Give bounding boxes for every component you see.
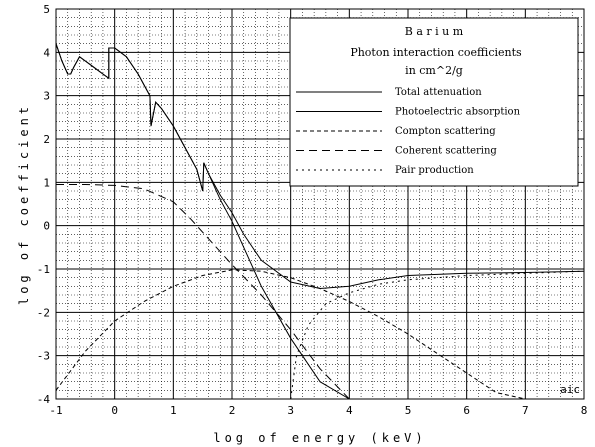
series-line-photoelectric-absorption (55, 43, 350, 400)
series-line-pair-production (290, 270, 585, 400)
y-tick-label: 3 (43, 90, 50, 103)
x-tick-label: 4 (346, 404, 353, 417)
x-tick-label: 1 (170, 404, 177, 417)
legend-entry-label: Compton scattering (395, 126, 496, 137)
legend-element: B a r i u m (405, 25, 464, 38)
x-tick-label: 5 (405, 404, 412, 417)
series-line-compton-scattering (55, 269, 526, 400)
legend-units: in cm^2/g (405, 64, 463, 77)
x-tick-labels: -1 0 1 2 3 4 5 6 7 8 (49, 404, 587, 417)
series-line-coherent-scattering (56, 184, 350, 400)
x-axis-title: log of energy (keV) (213, 431, 426, 445)
legend-entries: Total attenuation Photoelectric absorptio… (296, 87, 521, 176)
legend-box (289, 17, 579, 187)
corner-label: aic (560, 383, 580, 396)
y-tick-label: 5 (43, 3, 50, 16)
legend-heading: Photon interaction coefficients (350, 46, 522, 59)
x-tick-label: 6 (463, 404, 470, 417)
y-tick-label: 1 (43, 176, 50, 189)
y-tick-label: 4 (43, 46, 50, 59)
legend: B a r i u m Photon interaction coefficie… (289, 17, 579, 187)
legend-entry-label: Total attenuation (395, 87, 482, 98)
legend-entry-label: Pair production (395, 165, 474, 176)
y-tick-labels: -4 -3 -2 -1 0 1 2 3 4 5 (37, 3, 51, 406)
x-tick-label: 2 (229, 404, 236, 417)
x-tick-label: -1 (49, 404, 62, 417)
y-tick-label: -2 (37, 306, 50, 319)
x-tick-label: 0 (111, 404, 118, 417)
y-tick-label: -1 (37, 263, 50, 276)
y-tick-label: -4 (37, 393, 51, 406)
x-tick-label: 8 (581, 404, 588, 417)
x-tick-label: 3 (287, 404, 294, 417)
y-axis-title: log of coefficient (17, 103, 31, 305)
y-tick-label: 2 (43, 133, 50, 146)
legend-entry-label: Coherent scattering (395, 146, 497, 157)
y-tick-label: 0 (43, 220, 50, 233)
legend-entry-label: Photoelectric absorption (395, 107, 521, 118)
y-tick-label: -3 (37, 350, 50, 363)
series-layer (55, 43, 585, 400)
x-tick-label: 7 (522, 404, 529, 417)
plot-frame (55, 8, 585, 400)
